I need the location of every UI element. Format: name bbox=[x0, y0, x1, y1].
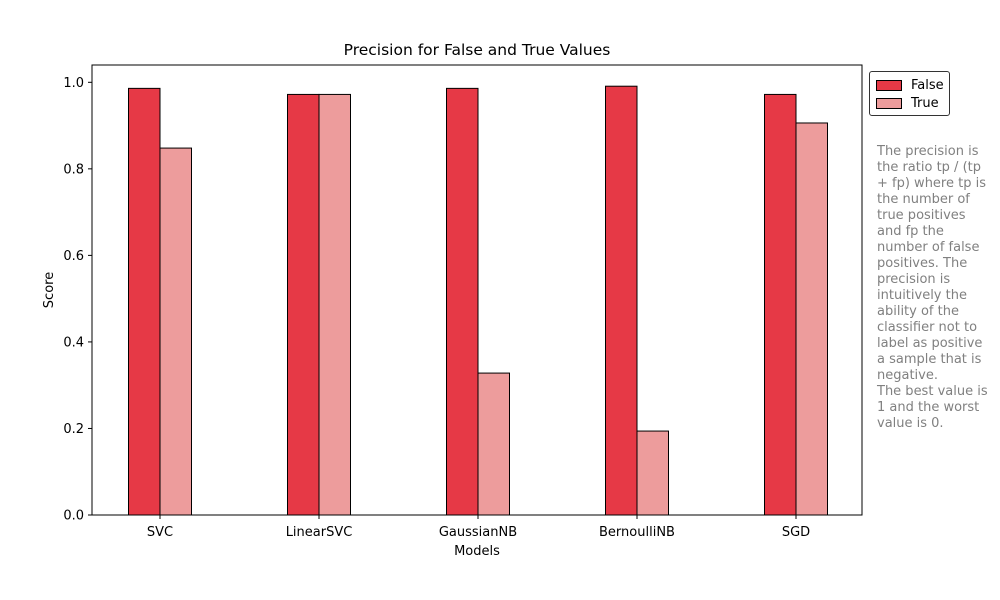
x-tick-label: BernoulliNB bbox=[599, 525, 675, 540]
bar-false-bernoullinb bbox=[605, 85, 638, 516]
legend: False True bbox=[869, 71, 950, 116]
bar-true-sgd bbox=[795, 122, 828, 516]
y-tick-label: 1.0 bbox=[63, 76, 84, 91]
bar-false-sgd bbox=[764, 93, 797, 516]
x-tick-label: GaussianNB bbox=[439, 525, 517, 540]
ticks-group: SVC LinearSVC GaussianNB BernoulliNB SGD 0.0 0… bbox=[63, 76, 810, 540]
legend-label-true: True bbox=[911, 95, 939, 111]
y-tick-label: 0.8 bbox=[63, 162, 84, 177]
bars-group bbox=[128, 85, 828, 516]
legend-item-true: True bbox=[876, 95, 939, 111]
bar-true-bernoullinb bbox=[636, 430, 669, 516]
bar-false-gaussiannb bbox=[446, 87, 479, 516]
chart-title: Precision for False and True Values bbox=[344, 41, 611, 59]
bar-false-svc bbox=[128, 87, 161, 516]
precision-note: The precision is the ratio tp / (tp + fp… bbox=[877, 144, 988, 431]
x-axis-label: Models bbox=[454, 544, 500, 559]
bar-true-svc bbox=[159, 147, 192, 516]
legend-item-false: False bbox=[876, 77, 944, 93]
y-tick-label: 0.0 bbox=[63, 509, 84, 524]
bar-true-linearsvc bbox=[318, 93, 351, 516]
plot-frame bbox=[91, 64, 863, 516]
y-tick-label: 0.6 bbox=[63, 249, 84, 264]
y-axis-label: Score bbox=[42, 272, 57, 308]
legend-swatch-false bbox=[876, 79, 902, 91]
bar-true-gaussiannb bbox=[477, 372, 510, 516]
legend-label-false: False bbox=[911, 77, 944, 93]
legend-swatch-true bbox=[876, 97, 902, 109]
x-tick-label: SVC bbox=[147, 525, 173, 540]
y-tick-label: 0.2 bbox=[63, 422, 84, 437]
y-tick-label: 0.4 bbox=[63, 335, 84, 350]
x-tick-label: SGD bbox=[782, 525, 810, 540]
x-tick-label: LinearSVC bbox=[286, 525, 353, 540]
bar-false-linearsvc bbox=[287, 93, 320, 516]
